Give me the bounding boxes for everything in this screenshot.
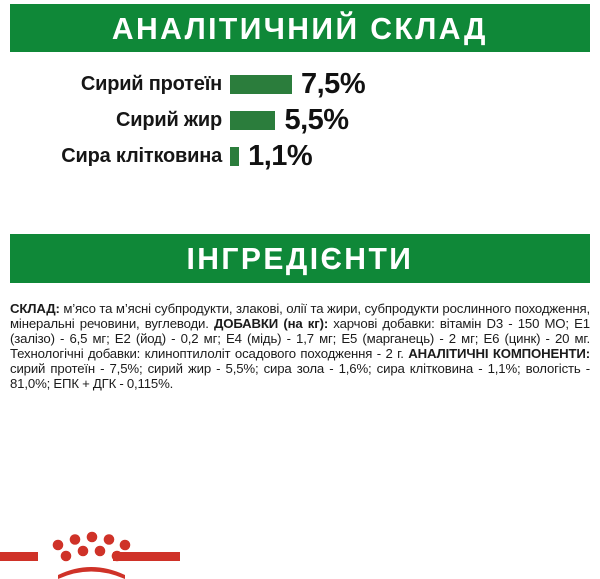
ingredients-header: ІНГРЕДІЄНТИ: [10, 234, 590, 283]
analytical-composition-chart: Сирий протеїн 7,5% Сирий жир 5,5% Сира клітк…: [0, 66, 600, 174]
chart-row: Сира клітковина 1,1%: [0, 138, 600, 174]
sklad-label: СКЛАД:: [10, 301, 60, 317]
chart-row-label: Сирий жир: [116, 108, 222, 131]
chart-bar: [230, 74, 292, 94]
dobavky-text: харчові добавки: вітамін D3 - 150 МО; E1…: [10, 316, 590, 362]
analytical-components-label: АНАЛІТИЧНІ КОМПОНЕНТИ:: [408, 346, 590, 362]
chart-row: Сирий жир 5,5%: [0, 102, 600, 138]
chart-bar-track: [230, 74, 292, 94]
crown-icon: [0, 531, 180, 579]
chart-value-label: 1,1%: [248, 139, 313, 172]
chart-bar-track: [230, 110, 276, 130]
analytical-components-text: сирий протеїн - 7,5%; сирий жир - 5,5%; …: [10, 361, 590, 392]
chart-value-label: 7,5%: [301, 67, 366, 100]
chart-row-label: Сира клітковина: [61, 144, 222, 167]
chart-bar: [230, 110, 276, 130]
ingredients-body-text: СКЛАД: м’ясо та м’ясні субпродукти, злак…: [10, 301, 590, 391]
chart-bar: [230, 146, 240, 166]
ingredients-title: ІНГРЕДІЄНТИ: [186, 241, 414, 276]
sklad-text: м’ясо та м’ясні субпродукти, злакові, ол…: [10, 301, 590, 332]
chart-row-label: Сирий протеїн: [80, 72, 222, 95]
chart-bar-track: [230, 146, 240, 166]
dobavky-label: ДОБАВКИ (на кг):: [213, 316, 329, 332]
royal-canin-crown-logo: [0, 519, 180, 579]
chart-row: Сирий протеїн 7,5%: [0, 66, 600, 102]
analytical-composition-title: АНАЛІТИЧНИЙ СКЛАД: [111, 10, 489, 46]
chart-value-label: 5,5%: [284, 103, 349, 136]
analytical-composition-header: АНАЛІТИЧНИЙ СКЛАД: [10, 4, 590, 52]
